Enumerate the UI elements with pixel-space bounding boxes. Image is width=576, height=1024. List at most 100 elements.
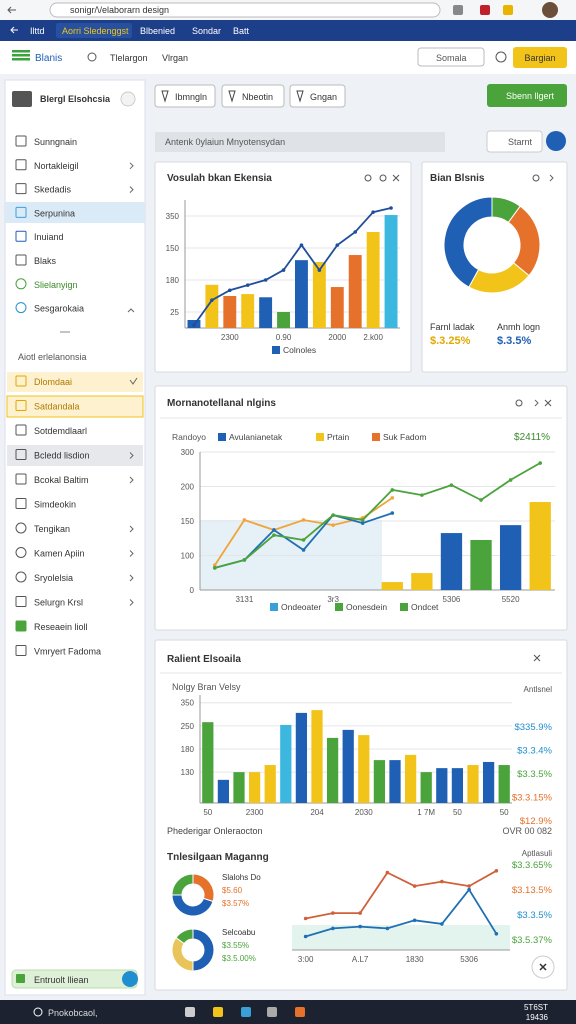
bar — [223, 296, 237, 328]
app-header — [0, 41, 576, 74]
taskbar-date: 19436 — [526, 1013, 549, 1022]
menu-item[interactable]: Vmryert Fadoma — [34, 647, 101, 657]
tool-icon — [532, 174, 540, 182]
ext-icon — [453, 5, 463, 15]
action-button[interactable] — [487, 84, 567, 107]
menu-item[interactable]: Skedadis — [34, 185, 72, 195]
check-icon — [129, 377, 138, 385]
header-button[interactable] — [513, 47, 567, 68]
point — [371, 210, 375, 214]
search-box[interactable] — [417, 47, 485, 67]
taskbar-app[interactable] — [241, 1007, 251, 1017]
x-tick-label: 3r3 — [327, 595, 339, 604]
highlight-item — [6, 395, 144, 418]
footer-button[interactable] — [122, 971, 138, 987]
taskbar-app[interactable] — [267, 1007, 277, 1017]
pie-label: $3.57% — [222, 899, 249, 908]
pie-label: Slalohs Do — [222, 873, 261, 882]
menu-item[interactable]: Blaks — [34, 256, 57, 266]
nav-link[interactable]: Tlelargon — [110, 53, 148, 63]
point — [412, 918, 417, 923]
menu-item[interactable]: Dlomdaai — [34, 377, 72, 387]
point — [335, 243, 340, 247]
menu-icon — [15, 498, 27, 509]
bar — [381, 582, 403, 590]
menu-item[interactable]: Reseaein lioll — [34, 622, 88, 632]
menu-item[interactable]: Simdeokin — [34, 500, 76, 510]
toolbar-button[interactable] — [221, 84, 285, 108]
menu-item[interactable]: Sryolelsia — [34, 573, 73, 583]
menu-item[interactable]: Bcledd lisdion — [34, 451, 90, 461]
tab[interactable]: Sondar — [192, 26, 221, 36]
menu-item[interactable]: Satdandala — [34, 402, 80, 412]
close-icon — [544, 399, 552, 407]
bar — [311, 710, 323, 803]
point — [538, 461, 543, 465]
toolbar-button[interactable] — [154, 84, 216, 108]
collapse-icon — [127, 308, 135, 313]
bar — [358, 735, 370, 803]
section-nav[interactable] — [546, 131, 566, 151]
point — [212, 563, 217, 567]
tab[interactable]: Blbenied — [140, 26, 175, 36]
side-label: $3.3.5% — [517, 769, 552, 780]
bar — [248, 772, 261, 803]
menu-item[interactable]: Selurgn Krsl — [34, 598, 83, 608]
chart-note: $2411% — [514, 432, 550, 443]
taskbar-app[interactable] — [213, 1007, 223, 1017]
y-tick-label: 0 — [190, 586, 195, 595]
taskbar-app[interactable] — [185, 1007, 195, 1017]
menu-icon — [15, 424, 27, 436]
profile-name: Blergl Elsohcsia — [40, 94, 111, 104]
point — [227, 288, 232, 293]
point — [353, 230, 358, 234]
bar — [389, 760, 401, 803]
card — [154, 639, 568, 991]
point — [440, 922, 444, 926]
x-tick-label: 5520 — [502, 595, 520, 604]
chevron — [129, 162, 134, 170]
point — [301, 548, 306, 552]
menu-item[interactable]: Sotdemdlaarl — [34, 426, 87, 436]
point — [272, 528, 276, 532]
menu-item[interactable]: Sunngnain — [34, 137, 77, 147]
y-tick-label: 350 — [166, 212, 180, 221]
legend-swatch — [400, 603, 408, 611]
menu-item[interactable]: Kamen Apiin — [34, 549, 85, 559]
nav-link[interactable]: Vlrgan — [162, 53, 188, 63]
menu-item[interactable]: Inuiand — [34, 232, 64, 242]
x-tick-label: 0.90 — [276, 333, 292, 342]
toolbar-button[interactable] — [289, 84, 346, 108]
y-tick-label: 130 — [181, 768, 195, 777]
section-button[interactable] — [486, 130, 543, 153]
menu-item[interactable]: Serpunina — [34, 208, 75, 218]
side-label: $3.3.5% — [517, 910, 552, 921]
taskbar-app[interactable] — [295, 1007, 305, 1017]
tab[interactable]: Aorri Sledenggst — [62, 26, 129, 36]
footer-text[interactable]: Entruolt lliean — [34, 975, 89, 985]
menu-icon — [15, 302, 27, 314]
toolbar-icon — [161, 90, 169, 103]
point — [331, 513, 335, 517]
menu-item[interactable]: Tengikan — [34, 524, 70, 534]
menu-item[interactable]: Slielanyign — [34, 280, 78, 290]
section-title: Antenk 0ylaiun Mnyotensydan — [165, 137, 285, 147]
profile-icon — [12, 91, 32, 107]
menu-item[interactable]: Bcokal Baltim — [34, 475, 89, 485]
x-tick-label: 5306 — [443, 595, 461, 604]
taskbar-time: 5T6ST — [524, 1003, 548, 1012]
tab[interactable]: Batt — [233, 26, 250, 36]
pie-slice — [175, 928, 194, 945]
logo: Blanis — [35, 53, 62, 64]
menu-item[interactable]: Nortakleigil — [34, 161, 79, 171]
bar — [420, 772, 432, 803]
nav-icon — [87, 52, 97, 62]
side-title: Antlsnel — [524, 685, 553, 694]
tab-bar — [0, 20, 576, 41]
tab[interactable]: Ilttd — [30, 26, 45, 36]
point — [331, 911, 335, 915]
menu-item[interactable]: Sesgarokaia — [34, 304, 84, 314]
x-tick-label: 1 7M — [417, 808, 435, 817]
logo-stripe — [12, 54, 30, 57]
